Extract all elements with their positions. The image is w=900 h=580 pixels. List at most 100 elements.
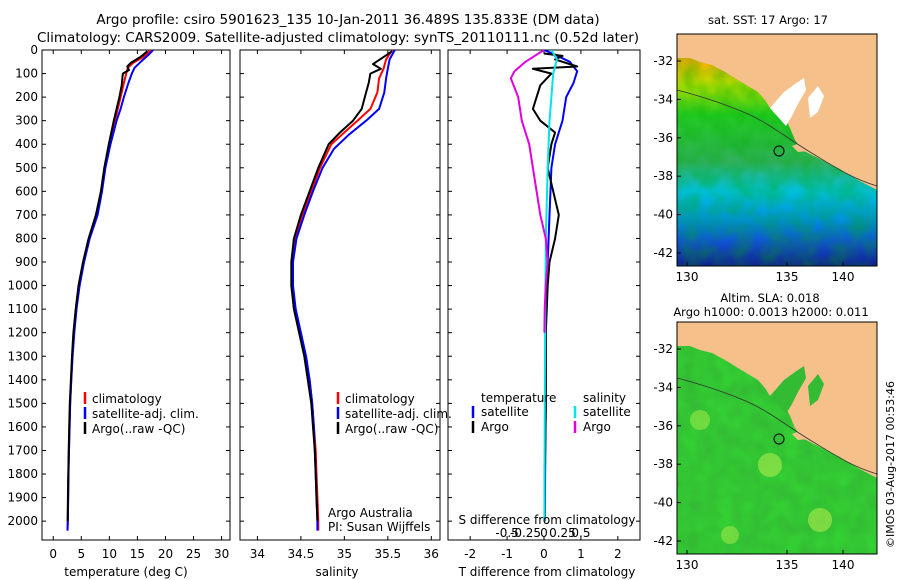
sla-map-title2: Argo h1000: 0.0013 h2000: 0.011 (673, 305, 868, 319)
salinity-legend: climatology satellite-adj. clim. Argo(..… (336, 392, 452, 436)
legend-title-temperature: temperature (481, 391, 556, 405)
x-tick-label: 0 (540, 547, 548, 561)
top-tick-label: -0.5 (495, 526, 518, 540)
y-tick-label: 1100 (7, 302, 38, 316)
x-tick-label: 2 (614, 547, 622, 561)
sst-map-title: sat. SST: 17 Argo: 17 (708, 13, 828, 27)
legend-label-temp-argo: Argo (481, 420, 509, 434)
salinity-annotation-line1: Argo Australia (328, 506, 413, 520)
y-tick-label: 100 (15, 67, 38, 81)
series-line (66, 50, 149, 522)
x-tick-label: 36 (424, 547, 439, 561)
y-tick-label: 0 (30, 43, 38, 57)
y-tick-label: 700 (15, 208, 38, 222)
y-tick-label: 1600 (7, 420, 38, 434)
legend-label-sal-argo: Argo (583, 420, 611, 434)
x-tick-label: -2 (464, 547, 476, 561)
axis-ticks-layer: 0100200300400500600700800900100011001200… (7, 43, 640, 561)
sla-land (677, 322, 877, 478)
legend-label-climatology: climatology (92, 392, 162, 406)
sla-blob (808, 508, 832, 532)
salinity-panel-frame (239, 49, 441, 541)
x-tick-label: 35 (337, 547, 352, 561)
difference-xlabel: T difference from climatology (458, 565, 636, 579)
legend-label-satellite: satellite-adj. clim. (345, 407, 452, 421)
series-line (292, 50, 396, 531)
x-tick-label: 20 (158, 547, 173, 561)
legend-label-climatology: climatology (345, 392, 415, 406)
profile-lines-layer (66, 50, 579, 531)
top-tick-label: -0.25 (510, 526, 541, 540)
sla-kangaroo-island (792, 428, 822, 440)
y-tick-label: 300 (15, 114, 38, 128)
series-line (66, 50, 152, 531)
sla-blob (758, 453, 782, 477)
panel-series-group (509, 50, 579, 522)
panel-series-group (290, 50, 396, 531)
y-tick-label: 1700 (7, 443, 38, 457)
x-tick-label: -1 (501, 547, 513, 561)
sst-map (676, 33, 878, 267)
legend-label-temp-satellite: satellite (481, 405, 529, 419)
y-tick-label: 900 (15, 255, 38, 269)
x-tick-label: 10 (102, 547, 117, 561)
series-line (543, 50, 558, 522)
temperature-xlabel: temperature (deg C) (64, 565, 187, 579)
y-tick-label: 1900 (7, 491, 38, 505)
y-tick-label: 400 (15, 137, 38, 151)
sla-frame (676, 321, 878, 555)
lat-tick-label: -42 (653, 246, 673, 260)
lat-tick-label: -40 (653, 496, 673, 510)
sla-gulf-1 (770, 366, 806, 414)
x-tick-label: 35.5 (374, 547, 401, 561)
sla-map (676, 321, 878, 555)
lat-tick-label: -34 (653, 380, 673, 394)
legend-title-salinity: salinity (583, 391, 626, 405)
legend-label-sal-satellite: satellite (583, 405, 631, 419)
y-tick-label: 600 (15, 184, 38, 198)
x-tick-label: 34 (250, 547, 265, 561)
lon-tick-label: 135 (776, 270, 799, 284)
sla-blob (721, 526, 739, 544)
x-tick-label: 0 (49, 547, 57, 561)
temperature-panel-frame (41, 49, 231, 541)
legend-label-satellite: satellite-adj. clim. (92, 407, 199, 421)
top-tick-label: 0.5 (571, 526, 590, 540)
lat-tick-label: -42 (653, 534, 673, 548)
salinity-annotation-line2: PI: Susan Wijffels (328, 520, 430, 534)
lon-tick-label: 130 (676, 270, 699, 284)
lon-tick-label: 140 (832, 558, 855, 572)
sst-gulf-1 (770, 78, 806, 126)
salinity-xlabel: salinity (315, 565, 358, 579)
y-tick-label: 200 (15, 90, 38, 104)
lon-tick-label: 135 (776, 558, 799, 572)
x-tick-label: 15 (130, 547, 145, 561)
sst-float-marker (773, 145, 785, 157)
sst-frame (676, 33, 878, 267)
series-line (531, 52, 579, 522)
lat-tick-label: -38 (653, 169, 673, 183)
temperature-legend: climatology satellite-adj. clim. Argo(..… (83, 392, 199, 436)
series-line (290, 50, 393, 522)
y-tick-label: 2000 (7, 514, 38, 528)
series-line (509, 50, 549, 333)
lat-tick-label: -32 (653, 342, 673, 356)
figure-title-line2: Climatology: CARS2009. Satellite-adjuste… (37, 30, 639, 46)
series-line (291, 50, 394, 531)
sla-float-marker (773, 433, 785, 445)
top-tick-label: 0.25 (549, 526, 576, 540)
imos-watermark: ©IMOS 03-Aug-2017 00:53:46 (884, 381, 897, 548)
legend-label-argo: Argo(..raw -QC) (92, 422, 185, 436)
y-tick-label: 1200 (7, 326, 38, 340)
sst-land (677, 34, 877, 190)
sla-map-title1: Altim. SLA: 0.018 (720, 291, 819, 305)
y-tick-label: 1500 (7, 396, 38, 410)
y-tick-label: 500 (15, 161, 38, 175)
sst-gulf-2 (808, 86, 824, 118)
legend-label-argo: Argo(..raw -QC) (345, 422, 438, 436)
lat-tick-label: -36 (653, 419, 673, 433)
x-tick-label: 34.5 (288, 547, 315, 561)
sla-blob (690, 410, 710, 430)
difference-top-label: S difference from climatology (459, 513, 636, 527)
